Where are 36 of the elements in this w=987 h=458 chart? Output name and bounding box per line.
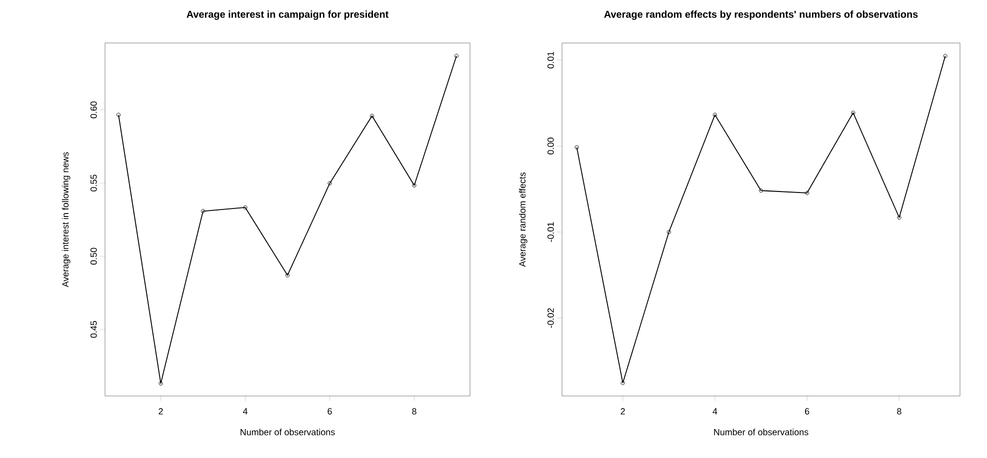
point bbox=[758, 188, 764, 193]
y-tick-label: 0.00 bbox=[547, 138, 554, 154]
x-tick-label: 8 bbox=[897, 408, 902, 415]
y-tick-label: -0.01 bbox=[547, 222, 554, 242]
y-axis-title: Average interest in following news bbox=[62, 152, 70, 288]
point bbox=[158, 381, 163, 386]
point bbox=[851, 110, 856, 115]
point bbox=[666, 230, 671, 234]
chart-title: Average interest in campaign for president bbox=[186, 10, 389, 20]
point bbox=[805, 190, 810, 195]
y-tick-label: 0.60 bbox=[90, 101, 97, 118]
point bbox=[412, 183, 416, 188]
point bbox=[200, 209, 206, 214]
point bbox=[328, 181, 332, 186]
y-axis-title: Average random effects bbox=[518, 172, 528, 267]
x-axis-title: Number of observations bbox=[240, 428, 335, 436]
point bbox=[285, 273, 290, 278]
point bbox=[620, 380, 625, 385]
x-tick-label: 2 bbox=[158, 408, 163, 414]
y-tick-label: -0.02 bbox=[547, 308, 554, 328]
point bbox=[897, 215, 902, 220]
x-tick-label: 6 bbox=[328, 408, 332, 415]
y-tick-label: 0.55 bbox=[90, 174, 97, 192]
point bbox=[712, 112, 717, 117]
x-tick-label: 6 bbox=[805, 408, 810, 415]
x-tick-label: 2 bbox=[620, 408, 625, 414]
x-tick-label: 4 bbox=[242, 408, 248, 414]
point bbox=[243, 205, 248, 210]
y-tick-label: 0.45 bbox=[90, 321, 97, 338]
x-axis-title: Number of observations bbox=[714, 428, 808, 436]
y-tick-label: 0.01 bbox=[547, 52, 554, 68]
x-tick-label: 4 bbox=[712, 408, 718, 414]
x-tick-label: 8 bbox=[412, 408, 416, 415]
chart-title: Average random effects by respondents' numbers of observations bbox=[604, 10, 918, 20]
y-tick-label: 0.50 bbox=[90, 248, 97, 265]
point bbox=[370, 114, 374, 118]
